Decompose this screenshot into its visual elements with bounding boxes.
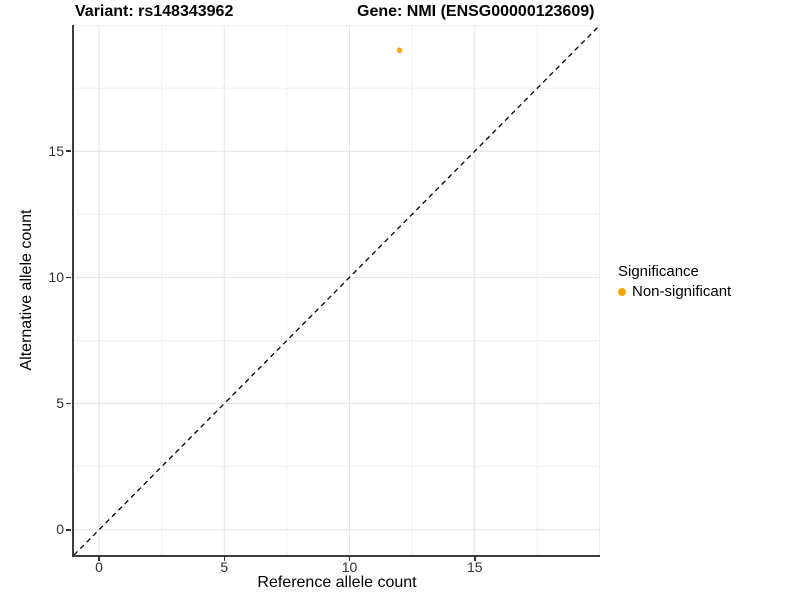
legend-dot-icon bbox=[618, 287, 626, 296]
x-axis-tick bbox=[98, 557, 100, 561]
legend-title: Significance bbox=[618, 263, 699, 280]
legend-item: Non-significant bbox=[618, 283, 731, 300]
data-point bbox=[396, 47, 403, 54]
legend-items: Non-significant bbox=[618, 283, 731, 300]
x-axis-tick bbox=[223, 557, 226, 561]
plot-title-gene: Gene: NMI (ENSG00000123609) bbox=[357, 3, 595, 20]
x-axis-title: Reference allele count bbox=[257, 574, 417, 591]
y-axis-title: Alternative allele count bbox=[18, 209, 35, 371]
plot-panel bbox=[72, 25, 600, 557]
y-axis-tick-label: 0 bbox=[56, 521, 64, 538]
y-axis-tick bbox=[66, 150, 71, 152]
x-axis-tick bbox=[474, 557, 476, 561]
legend: Significance Non-significant bbox=[618, 263, 731, 300]
y-axis-tick bbox=[66, 402, 71, 405]
plot-canvas bbox=[74, 25, 600, 555]
identity-reference-line bbox=[74, 25, 600, 555]
plot-title-variant: Variant: rs148343962 bbox=[75, 3, 234, 20]
x-axis-tick bbox=[348, 557, 351, 561]
y-axis-tick bbox=[66, 276, 71, 279]
y-axis-tick bbox=[66, 529, 71, 531]
legend-item-label: Non-significant bbox=[632, 283, 732, 300]
y-axis-tick-label: 5 bbox=[56, 395, 64, 412]
y-axis-tick-label: 15 bbox=[48, 142, 64, 159]
